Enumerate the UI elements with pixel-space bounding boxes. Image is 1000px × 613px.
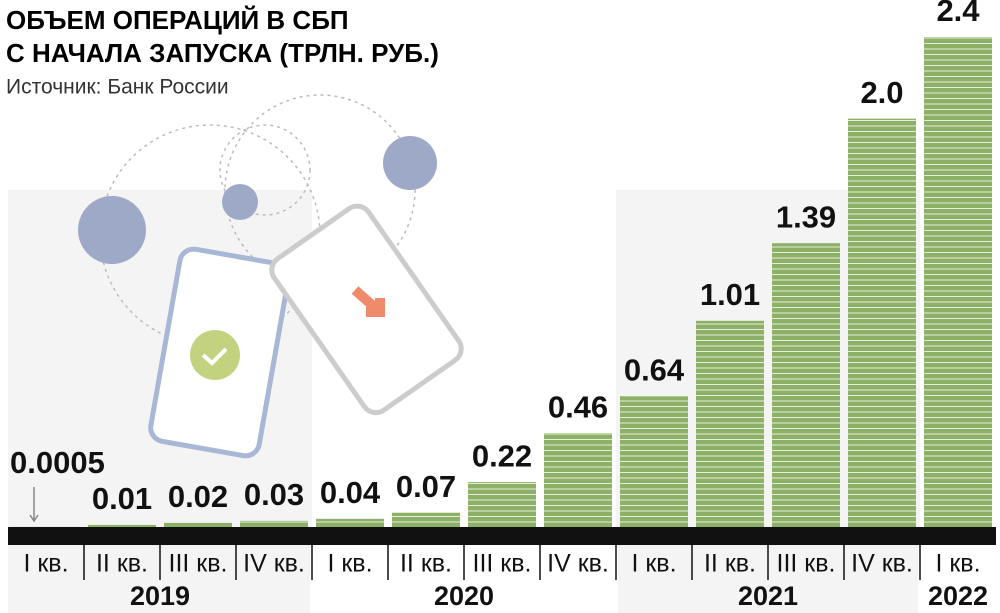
x-tick-label: IV кв.	[547, 550, 609, 578]
year-label: 2021	[738, 581, 798, 611]
value-label: 0.04	[320, 475, 381, 510]
x-tick-label: II кв.	[704, 550, 756, 578]
x-tick-label: I кв.	[935, 550, 980, 578]
x-tick-label: III кв.	[473, 550, 532, 578]
value-label: 1.39	[776, 199, 836, 234]
baseline	[844, 527, 920, 545]
x-tick-label: I кв.	[327, 550, 372, 578]
x-tick-label: IV кв.	[851, 550, 913, 578]
bar	[696, 320, 764, 527]
baseline	[388, 527, 464, 545]
bar	[392, 512, 460, 527]
value-label: 0.01	[92, 481, 152, 516]
bar	[468, 482, 536, 527]
bar	[316, 518, 384, 527]
baseline	[464, 527, 540, 545]
x-tick-label: III кв.	[777, 550, 836, 578]
baseline	[692, 527, 768, 545]
chart-title: С НАЧАЛА ЗАПУСКА (ТРЛН. РУБ.)	[6, 38, 439, 68]
year-label: 2020	[434, 581, 494, 611]
baseline	[768, 527, 844, 545]
x-tick-label: I кв.	[631, 550, 676, 578]
baseline	[920, 527, 996, 545]
x-tick-label: IV кв.	[243, 550, 305, 578]
value-label: 0.64	[624, 353, 685, 388]
bar	[240, 520, 308, 527]
bar	[772, 243, 840, 528]
value-label: 0.22	[472, 438, 532, 473]
bar	[544, 433, 612, 527]
value-label: 1.01	[700, 277, 760, 312]
baseline	[616, 527, 692, 545]
baseline	[8, 527, 84, 545]
x-tick-label: II кв.	[400, 550, 452, 578]
bar	[88, 524, 156, 527]
illustration	[78, 94, 464, 459]
year-label: 2022	[928, 581, 988, 611]
x-tick-label: II кв.	[96, 550, 148, 578]
bar	[164, 522, 232, 527]
value-label: 0.46	[548, 389, 608, 424]
value-label: 0.03	[244, 477, 304, 512]
baseline	[312, 527, 388, 545]
pointer-arrow	[29, 487, 39, 523]
bar	[924, 37, 992, 527]
value-label: 0.02	[168, 479, 228, 514]
baseline	[160, 527, 236, 545]
baseline	[236, 527, 312, 545]
x-tick-label: I кв.	[23, 550, 68, 578]
bar	[620, 396, 688, 527]
bar	[848, 118, 916, 528]
year-label: 2019	[130, 581, 190, 611]
baseline	[84, 527, 160, 545]
x-tick-label: III кв.	[169, 550, 228, 578]
value-label: 2.0	[860, 75, 903, 110]
value-label: 2.4	[936, 0, 980, 28]
chart-subtitle: Источник: Банк России	[6, 76, 229, 99]
value-label: 0.0005	[10, 445, 105, 480]
baseline	[540, 527, 616, 545]
chart-title: ОБЪЕМ ОПЕРАЦИЙ В СБП	[6, 5, 349, 35]
value-label: 0.07	[396, 469, 456, 504]
